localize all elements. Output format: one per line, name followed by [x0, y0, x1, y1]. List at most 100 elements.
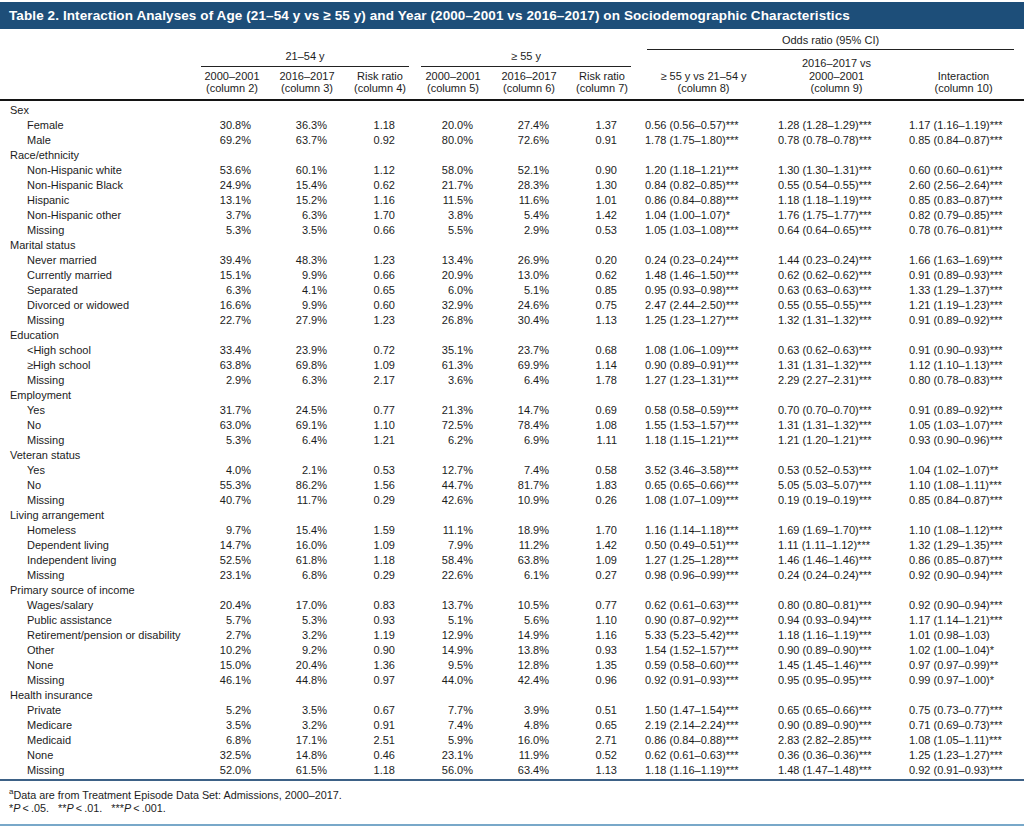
- cell: 1.08 (1.05–1.11)***: [903, 733, 1024, 748]
- cell: 6.9%: [491, 433, 567, 448]
- section-label: Health insurance: [0, 688, 1024, 703]
- cell: 15.2%: [269, 193, 345, 208]
- cell: 17.1%: [269, 733, 345, 748]
- table-row: Non-Hispanic other3.7%6.3%1.703.8%5.4%1.…: [0, 208, 1024, 223]
- cell: 6.8%: [269, 568, 345, 583]
- cell: 1.21 (1.19–1.23)***: [903, 298, 1024, 313]
- cell: 11.6%: [491, 193, 567, 208]
- cell: 69.9%: [491, 358, 567, 373]
- cell: 1.08: [567, 418, 637, 433]
- cell: 0.97 (0.97–0.99)**: [903, 658, 1024, 673]
- cell: 6.3%: [269, 208, 345, 223]
- cell: 0.92 (0.90–0.94)***: [903, 568, 1024, 583]
- cell: 20.4%: [195, 598, 269, 613]
- cell: 15.4%: [269, 178, 345, 193]
- cell: 0.59 (0.58–0.60)***: [637, 658, 770, 673]
- cell: 24.9%: [195, 178, 269, 193]
- cell: 0.63 (0.62–0.63)***: [770, 343, 903, 358]
- cell: 63.4%: [491, 763, 567, 778]
- table-row: None32.5%14.8%0.4623.1%11.9%0.520.62 (0.…: [0, 748, 1024, 763]
- cell: 0.85 (0.84–0.87)***: [903, 493, 1024, 508]
- cell: 30.4%: [491, 313, 567, 328]
- cell: 0.93: [345, 613, 415, 628]
- cell: 58.0%: [415, 163, 491, 178]
- cell: 69.1%: [269, 418, 345, 433]
- cell: 10.9%: [491, 493, 567, 508]
- cell: 20.0%: [415, 118, 491, 133]
- row-label: Missing: [0, 433, 195, 448]
- row-label: No: [0, 418, 195, 433]
- cell: 0.97: [345, 673, 415, 688]
- cell: 5.7%: [195, 613, 269, 628]
- table-row: Never married39.4%48.3%1.2313.4%26.9%0.2…: [0, 253, 1024, 268]
- cell: 28.3%: [491, 178, 567, 193]
- cell: 0.86 (0.84–0.88)***: [637, 193, 770, 208]
- table-row: Yes31.7%24.5%0.7721.3%14.7%0.690.58 (0.5…: [0, 403, 1024, 418]
- table-row: Missing2.9%6.3%2.173.6%6.4%1.781.27 (1.2…: [0, 373, 1024, 388]
- cell: 3.6%: [415, 373, 491, 388]
- table-row: Other10.2%9.2%0.9014.9%13.8%0.931.54 (1.…: [0, 643, 1024, 658]
- section-label: Marital status: [0, 238, 1024, 253]
- table-footnotes: aData are from Treatment Episode Data Se…: [0, 779, 1024, 826]
- cell: 1.18 (1.18–1.19)***: [770, 193, 903, 208]
- row-label: Medicare: [0, 718, 195, 733]
- row-label: Independent living: [0, 553, 195, 568]
- table-body: SexFemale30.8%36.3%1.1820.0%27.4%1.370.5…: [0, 100, 1024, 778]
- cell: 0.92 (0.91–0.93)***: [637, 673, 770, 688]
- significance-item: **P < .01.: [58, 802, 102, 814]
- cell: 7.4%: [491, 463, 567, 478]
- cell: 5.3%: [195, 223, 269, 238]
- table-row: Missing22.7%27.9%1.2326.8%30.4%1.131.25 …: [0, 313, 1024, 328]
- cell: 6.3%: [269, 373, 345, 388]
- cell: 1.20 (1.18–1.21)***: [637, 163, 770, 178]
- cell: 1.09: [567, 553, 637, 568]
- cell: 4.0%: [195, 463, 269, 478]
- cell: 42.4%: [491, 673, 567, 688]
- cell: 39.4%: [195, 253, 269, 268]
- cell: 0.62: [345, 178, 415, 193]
- cell: 1.35: [567, 658, 637, 673]
- cell: 26.9%: [491, 253, 567, 268]
- cell: 0.96: [567, 673, 637, 688]
- cell: 0.93 (0.90–0.96)***: [903, 433, 1024, 448]
- cell: 26.8%: [415, 313, 491, 328]
- cell: 44.8%: [269, 673, 345, 688]
- cell: 21.7%: [415, 178, 491, 193]
- cell: 1.32 (1.29–1.35)***: [903, 538, 1024, 553]
- cell: 1.23: [345, 313, 415, 328]
- cell: 1.44 (0.23–0.24)***: [770, 253, 903, 268]
- cell: 0.72: [345, 343, 415, 358]
- cell: 1.17 (1.14–1.21)***: [903, 613, 1024, 628]
- cell: 1.10: [345, 418, 415, 433]
- cell: 1.48 (1.47–1.48)***: [770, 763, 903, 778]
- cell: 0.27: [567, 568, 637, 583]
- column-header-6: 2016–2017 (column 6): [491, 67, 567, 100]
- section-label: Veteran status: [0, 448, 1024, 463]
- odds-ratio-spanner: Odds ratio (95% CI): [637, 30, 1024, 50]
- cell: 22.7%: [195, 313, 269, 328]
- cell: 0.36 (0.36–0.36)***: [770, 748, 903, 763]
- row-label: Yes: [0, 403, 195, 418]
- cell: 0.62 (0.61–0.63)***: [637, 598, 770, 613]
- cell: 31.7%: [195, 403, 269, 418]
- table-row: Missing46.1%44.8%0.9744.0%42.4%0.960.92 …: [0, 673, 1024, 688]
- cell: 9.9%: [269, 268, 345, 283]
- cell: 0.90 (0.89–0.91)***: [637, 358, 770, 373]
- cell: 1.30: [567, 178, 637, 193]
- row-label: None: [0, 658, 195, 673]
- cell: 63.8%: [491, 553, 567, 568]
- cell: 0.91 (0.89–0.92)***: [903, 403, 1024, 418]
- table-row: No55.3%86.2%1.5644.7%81.7%1.830.65 (0.65…: [0, 478, 1024, 493]
- cell: 7.9%: [415, 538, 491, 553]
- cell: 0.55 (0.54–0.55)***: [770, 178, 903, 193]
- row-label: None: [0, 748, 195, 763]
- cell: 23.9%: [269, 343, 345, 358]
- cell: 72.6%: [491, 133, 567, 148]
- cell: 0.91 (0.89–0.93)***: [903, 268, 1024, 283]
- cell: 0.52: [567, 748, 637, 763]
- table-row: No63.0%69.1%1.1072.5%78.4%1.081.55 (1.53…: [0, 418, 1024, 433]
- cell: 0.58 (0.58–0.59)***: [637, 403, 770, 418]
- cell: 2.83 (2.82–2.85)***: [770, 733, 903, 748]
- row-label: Never married: [0, 253, 195, 268]
- cell: 1.18 (1.16–1.19)***: [637, 763, 770, 778]
